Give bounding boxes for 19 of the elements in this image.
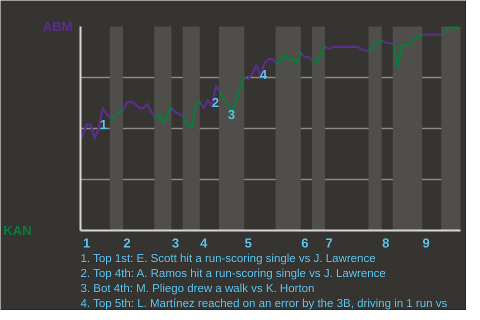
text: KAN: [3, 223, 32, 238]
annotation: 4: [260, 67, 268, 82]
text: 2. Top 4th: A. Ramos hit a run-scoring single vs J. Lawrence: [80, 268, 386, 280]
x-tick-label: 8: [382, 236, 390, 250]
x-tick-label: 2: [123, 236, 131, 250]
x-tick-label: 7: [326, 236, 333, 250]
x-tick-label: 1: [82, 236, 90, 250]
annotation: 1: [100, 117, 108, 132]
x-tick-label: 9: [422, 236, 430, 250]
x-tick-label: 4: [200, 236, 208, 250]
text: 1. Top 1st: E. Scott hit a run-scoring single vs J. Lawrence: [80, 253, 376, 265]
text: 3. Bot 4th: M. Pliego drew a walk vs K. Horton: [80, 283, 314, 295]
annotation: 3: [228, 107, 236, 122]
x-tick-label: 3: [172, 236, 180, 250]
text: ABM: [42, 19, 73, 34]
text: 4. Top 5th: L. Martínez reached on an error by the 3B, driving in 1 run vs: [80, 298, 448, 310]
annotation: 2: [212, 95, 220, 110]
x-tick-label: 5: [244, 236, 252, 250]
x-tick-label: 6: [301, 236, 308, 250]
